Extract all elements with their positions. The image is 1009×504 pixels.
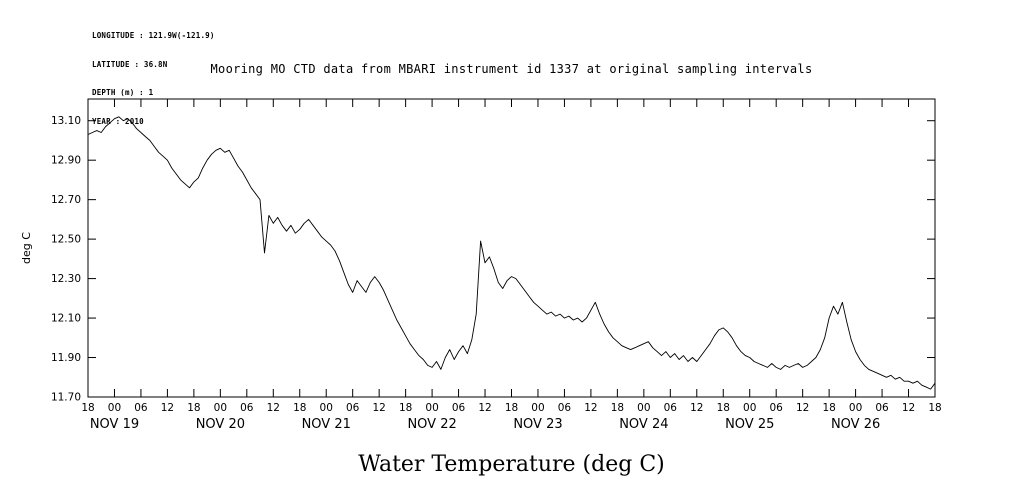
- x-tick-label: 12: [584, 402, 597, 414]
- y-tick-label: 13.10: [51, 115, 81, 127]
- x-tick-label: 00: [637, 402, 650, 414]
- x-tick-label: 12: [690, 402, 703, 414]
- metadata-depth: DEPTH (m) : 1: [92, 88, 154, 97]
- x-tick-label: 00: [849, 402, 862, 414]
- x-tick-label: 18: [187, 402, 200, 414]
- y-tick-label: 12.30: [51, 273, 81, 285]
- x-tick-label: 12: [267, 402, 280, 414]
- x-tick-label: 12: [372, 402, 385, 414]
- x-tick-label: 06: [875, 402, 889, 414]
- x-tick-label: 06: [770, 402, 784, 414]
- temperature-line: [87, 116, 936, 390]
- x-tick-label: 12: [161, 402, 174, 414]
- x-tick-label: 18: [928, 402, 941, 414]
- x-date-label: NOV 24: [619, 417, 668, 432]
- x-tick-label: 06: [240, 402, 254, 414]
- x-tick-label: 00: [108, 402, 121, 414]
- chart-title: Mooring MO CTD data from MBARI instrumen…: [210, 62, 813, 76]
- x-tick-label: 12: [478, 402, 491, 414]
- y-tick-label: 12.10: [51, 313, 81, 325]
- metadata-longitude: LONGITUDE : 121.9W(-121.9): [92, 31, 215, 40]
- y-tick-label: 11.70: [51, 392, 81, 404]
- x-date-label: NOV 22: [407, 417, 456, 432]
- x-tick-label: 06: [134, 402, 148, 414]
- x-date-label: NOV 20: [196, 417, 245, 432]
- x-tick-label: 00: [531, 402, 544, 414]
- x-date-label: NOV 23: [513, 417, 562, 432]
- x-date-label: NOV 26: [831, 417, 880, 432]
- x-tick-label: 06: [558, 402, 572, 414]
- x-tick-label: 18: [293, 402, 306, 414]
- x-tick-label: 00: [743, 402, 756, 414]
- x-tick-label: 06: [664, 402, 678, 414]
- y-tick-label: 12.50: [51, 234, 81, 246]
- x-date-label: NOV 21: [302, 417, 351, 432]
- x-tick-label: 18: [399, 402, 412, 414]
- metadata-year: YEAR : 2010: [92, 116, 144, 126]
- x-tick-label: 18: [822, 402, 835, 414]
- metadata-latitude: LATITUDE : 36.8N: [92, 59, 168, 69]
- y-tick-label: 11.90: [51, 352, 81, 364]
- x-tick-label: 00: [320, 402, 333, 414]
- y-tick-label: 12.70: [51, 194, 81, 206]
- x-tick-label: 06: [346, 402, 360, 414]
- x-tick-label: 00: [425, 402, 438, 414]
- x-tick-label: 18: [611, 402, 624, 414]
- x-tick-label: 18: [717, 402, 730, 414]
- x-tick-label: 18: [81, 402, 94, 414]
- y-tick-label: 12.90: [51, 155, 81, 167]
- x-tick-label: 12: [796, 402, 809, 414]
- x-tick-label: 00: [214, 402, 227, 414]
- x-date-label: NOV 19: [90, 417, 139, 432]
- metadata-block: LONGITUDE : 121.9W(-121.9) LATITUDE : 36…: [92, 12, 215, 145]
- x-tick-label: 06: [452, 402, 466, 414]
- x-tick-label: 12: [902, 402, 915, 414]
- x-axis-title: Water Temperature (deg C): [358, 452, 665, 477]
- plot-border: [87, 98, 936, 398]
- x-date-label: NOV 25: [725, 417, 774, 432]
- y-axis-label: deg C: [20, 232, 33, 264]
- x-tick-label: 18: [505, 402, 518, 414]
